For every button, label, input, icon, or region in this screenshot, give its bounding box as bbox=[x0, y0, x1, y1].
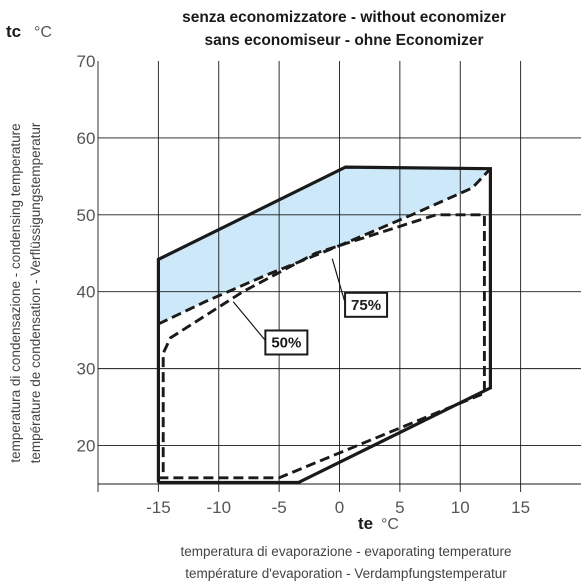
x-axis-label: te °C temperatura di evaporazione - evap… bbox=[181, 514, 512, 581]
fill-area-75 bbox=[158, 167, 491, 324]
x-axis-description-2: température d'evaporation - Verdampfungs… bbox=[185, 566, 507, 581]
callout-label-1: 50% bbox=[271, 334, 301, 351]
y-tick-label-3: 50 bbox=[77, 206, 96, 225]
fill-layer bbox=[158, 167, 491, 324]
y-axis-label: tc °C temperatura di condensazione - con… bbox=[6, 22, 52, 463]
x-tick-label-6: 15 bbox=[511, 498, 530, 517]
callout-leader-0 bbox=[331, 258, 346, 303]
annotations: 75% 50% bbox=[232, 258, 389, 356]
y-axis-description-1: temperatura di condensazione - condensin… bbox=[8, 123, 23, 462]
x-axis-description-1: temperatura di evaporazione - evaporatin… bbox=[181, 544, 512, 559]
callout-box-1 bbox=[264, 329, 309, 356]
series-layer bbox=[156, 165, 492, 485]
x-tick-label-1: ‑10 bbox=[206, 498, 231, 517]
callout-box-0 bbox=[344, 291, 389, 318]
title-line-1: senza economizzatore - without economize… bbox=[182, 9, 506, 26]
series-75pct-line bbox=[157, 167, 492, 326]
y-axis-description-2: température de condensation - Verflüssig… bbox=[28, 122, 43, 463]
x-tick-label-4: 5 bbox=[395, 498, 404, 517]
y-axis-unit: °C bbox=[34, 24, 52, 41]
x-tick-label-3: 0 bbox=[335, 498, 344, 517]
y-tick-label-0: 20 bbox=[77, 437, 96, 456]
x-tick-label-2: ‑5 bbox=[272, 498, 287, 517]
y-tick-label-5: 70 bbox=[77, 52, 96, 71]
y-tick-label-1: 30 bbox=[77, 360, 96, 379]
grid-lines bbox=[97, 61, 581, 492]
x-tick-label-5: 10 bbox=[451, 498, 470, 517]
series-50pct-line bbox=[158, 213, 486, 480]
callout-leader-1 bbox=[232, 301, 266, 341]
y-axis-symbol: tc bbox=[6, 22, 21, 41]
x-tick-label-0: ‑15 bbox=[146, 498, 171, 517]
chart-title: senza economizzatore - without economize… bbox=[182, 9, 506, 49]
x-axis-unit: °C bbox=[381, 516, 399, 533]
title-line-2: sans economiseur - ohne Economizer bbox=[204, 32, 483, 49]
callout-label-0: 75% bbox=[351, 297, 381, 314]
tick-labels: ‑15 ‑10 ‑5 0 5 10 15 20 30 40 50 60 70 bbox=[77, 52, 531, 517]
x-axis-symbol: te bbox=[358, 514, 373, 533]
y-tick-label-2: 40 bbox=[77, 283, 96, 302]
y-tick-label-4: 60 bbox=[77, 129, 96, 148]
